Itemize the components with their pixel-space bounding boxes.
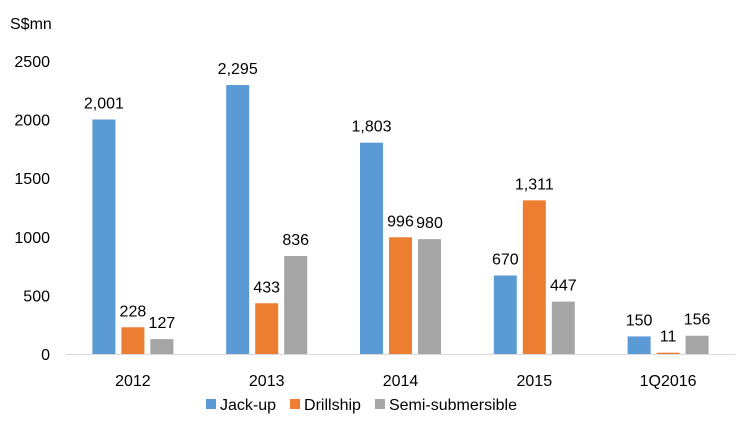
legend-swatch	[374, 399, 385, 409]
data-label: 1,803	[351, 119, 391, 136]
bar-semi-submersible	[418, 239, 441, 354]
x-category-label: 2013	[249, 373, 285, 390]
data-label: 1,311	[515, 176, 554, 193]
data-label: 2,295	[218, 61, 258, 78]
y-unit-label: S$mn	[10, 16, 52, 33]
legend: Jack-up Drillship Semi-submersible	[206, 397, 517, 414]
bars	[92, 85, 709, 354]
bar-semi-submersible	[150, 339, 174, 354]
data-label: 447	[550, 278, 577, 295]
legend-label: Semi-submersible	[389, 397, 517, 414]
bar-drillship	[121, 327, 145, 354]
y-axis-ticks: 0 500 1000 1500 2000 2500	[14, 54, 50, 364]
bar-jack-up	[627, 336, 651, 354]
data-label: 670	[492, 251, 519, 268]
bar-jack-up	[226, 85, 250, 354]
y-tick-label: 0	[41, 347, 50, 364]
legend-swatch	[290, 399, 301, 409]
y-tick-label: 2500	[14, 54, 50, 71]
y-tick-label: 1500	[14, 171, 50, 188]
legend-label: Jack-up	[220, 397, 276, 414]
bar-jack-up	[360, 142, 383, 354]
data-label: 156	[684, 312, 711, 329]
legend-label: Drillship	[304, 397, 361, 414]
bar-drillship	[522, 200, 546, 354]
y-tick-label: 1000	[14, 230, 50, 247]
x-category-label: 1Q2016	[640, 373, 697, 390]
bar-jack-up	[493, 275, 517, 354]
legend-swatch	[206, 399, 216, 409]
data-label: 11	[660, 329, 677, 346]
data-label: 150	[626, 312, 653, 329]
bar-semi-submersible	[551, 301, 575, 354]
bar-jack-up	[92, 119, 116, 354]
data-label: 433	[253, 279, 280, 296]
x-category-label: 2015	[517, 373, 553, 390]
data-label: 980	[416, 215, 443, 232]
y-tick-label: 500	[23, 288, 50, 305]
x-category-label: 2012	[115, 373, 151, 390]
data-label: 836	[282, 232, 309, 249]
x-category-label: 2014	[383, 373, 419, 390]
category-labels: 2012 2013 2014 2015 1Q2016	[115, 373, 697, 390]
bar-drillship	[656, 352, 680, 354]
data-label: 996	[387, 213, 414, 230]
data-label: 2,001	[84, 95, 124, 112]
bar-drillship	[255, 303, 279, 354]
bar-semi-submersible	[284, 256, 308, 354]
data-label: 127	[149, 315, 176, 332]
bar-drillship	[389, 237, 412, 354]
bar-semi-submersible	[685, 335, 709, 354]
data-label: 228	[120, 303, 147, 320]
y-tick-label: 2000	[14, 113, 50, 130]
